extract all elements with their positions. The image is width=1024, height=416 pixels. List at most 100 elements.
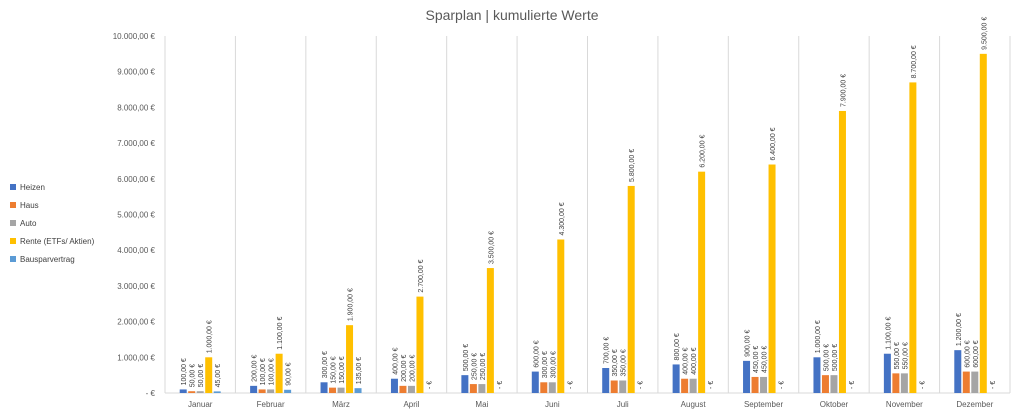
bar (390, 378, 398, 393)
data-label: 9.500,00 € (981, 17, 988, 50)
category-label: August (681, 400, 707, 409)
data-label: - € (849, 381, 856, 389)
data-label: 600,00 € (533, 340, 540, 367)
data-label: 350,00 € (612, 349, 619, 376)
bar (689, 378, 697, 393)
bar (540, 382, 548, 393)
data-label: - € (708, 381, 715, 389)
bar (267, 389, 275, 393)
bar (971, 371, 979, 393)
data-label: 600,00 € (973, 340, 980, 367)
legend-swatch (10, 220, 16, 226)
legend-label: Haus (20, 200, 39, 210)
bar (416, 296, 424, 393)
y-tick-label: 2.000,00 € (117, 318, 155, 327)
bar (751, 376, 759, 393)
data-label: 1.000,00 € (815, 320, 822, 353)
data-label: 1.200,00 € (956, 313, 963, 346)
data-label: 200,00 € (252, 355, 259, 382)
y-tick-label: - € (146, 389, 156, 398)
bar (250, 385, 258, 393)
bar (196, 391, 204, 393)
data-label: - € (779, 381, 786, 389)
category-label: Juli (617, 400, 629, 409)
legend-swatch (10, 256, 16, 262)
data-label: - € (567, 381, 574, 389)
data-label: 300,00 € (322, 351, 329, 378)
legend-label: Bausparvertrag (20, 254, 75, 264)
legend-label: Rente (ETFs/ Aktien) (20, 236, 95, 246)
data-label: 350,00 € (621, 349, 628, 376)
category-label: April (403, 400, 419, 409)
data-label: 900,00 € (745, 330, 752, 357)
bar (821, 375, 829, 393)
data-label: 1.100,00 € (885, 317, 892, 350)
bar (627, 185, 635, 393)
y-tick-label: 1.000,00 € (117, 353, 155, 362)
data-label: 50,00 € (190, 364, 197, 387)
bar (346, 325, 354, 393)
bars (179, 53, 987, 393)
y-tick-label: 5.000,00 € (117, 211, 155, 220)
bar (813, 357, 821, 393)
bar (954, 350, 962, 393)
bar (900, 373, 908, 393)
legend-swatch (10, 184, 16, 190)
data-label: - € (919, 381, 926, 389)
legend-item: Bausparvertrag (10, 250, 94, 268)
data-label: 45,00 € (215, 364, 222, 387)
bar (179, 389, 187, 393)
data-label: 50,00 € (198, 364, 205, 387)
bar (602, 368, 610, 393)
bar (962, 371, 970, 393)
data-label: 200,00 € (409, 355, 416, 382)
data-label: 150,00 € (339, 356, 346, 383)
bar (320, 382, 328, 393)
category-label: März (332, 400, 350, 409)
data-label: 150,00 € (331, 356, 338, 383)
data-label: - € (497, 381, 504, 389)
data-label: 250,00 € (471, 353, 478, 380)
bar (275, 353, 283, 393)
data-label: 500,00 € (832, 344, 839, 371)
data-label: 1.000,00 € (207, 320, 214, 353)
y-axis: - € 1.000,00 € 2.000,00 € 3.000,00 € 4.000,0… (113, 32, 156, 398)
data-label: 550,00 € (902, 342, 909, 369)
bar (909, 82, 917, 393)
y-tick-label: 8.000,00 € (117, 103, 155, 112)
bar (461, 375, 469, 393)
data-label: 1.900,00 € (348, 288, 355, 321)
data-label: 800,00 € (674, 333, 681, 360)
data-label: 100,00 € (260, 358, 267, 385)
data-label: 500,00 € (823, 344, 830, 371)
category-label: November (886, 400, 923, 409)
data-label: - € (638, 381, 645, 389)
data-label: 100,00 € (269, 358, 276, 385)
data-label: 1.100,00 € (277, 317, 284, 350)
legend-item: Heizen (10, 178, 94, 196)
bar (486, 268, 494, 393)
grid (164, 36, 1011, 394)
data-label: - € (990, 381, 997, 389)
data-label: 5.800,00 € (629, 149, 636, 182)
data-label: 500,00 € (463, 344, 470, 371)
y-tick-label: 4.000,00 € (117, 246, 155, 255)
bar (619, 380, 627, 393)
bar (548, 382, 556, 393)
bar (337, 387, 345, 393)
data-label: 3.500,00 € (488, 231, 495, 264)
data-label: 400,00 € (691, 347, 698, 374)
bar (284, 389, 292, 393)
bar (205, 357, 213, 393)
data-label: 90,00 € (286, 362, 293, 385)
bar (838, 110, 846, 393)
data-label: 300,00 € (542, 351, 549, 378)
data-label: 2.700,00 € (418, 259, 425, 292)
data-label: 450,00 € (753, 346, 760, 373)
legend-item: Rente (ETFs/ Aktien) (10, 232, 94, 250)
y-tick-label: 9.000,00 € (117, 68, 155, 77)
data-label: 135,00 € (356, 357, 363, 384)
bar (469, 384, 477, 393)
y-tick-label: 10.000,00 € (113, 32, 156, 41)
